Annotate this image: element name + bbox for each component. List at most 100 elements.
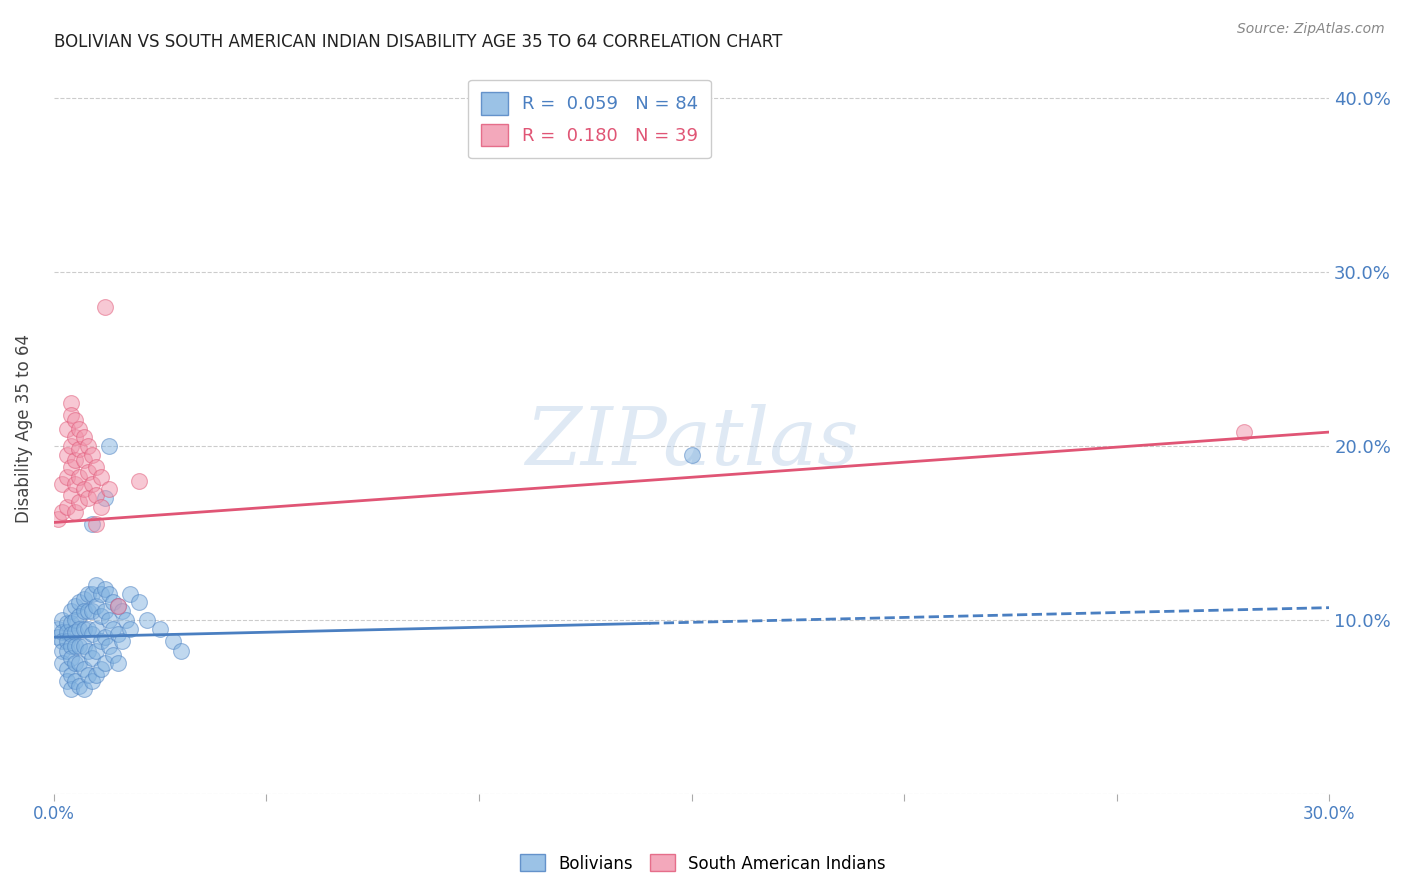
Legend: R =  0.059   N = 84, R =  0.180   N = 39: R = 0.059 N = 84, R = 0.180 N = 39 [468, 80, 711, 158]
Point [76, 604, 98, 618]
Point [67, 657, 90, 671]
Point [94, 657, 117, 671]
Point [86, 644, 108, 658]
Point [55, 616, 77, 631]
Point [98, 613, 121, 627]
Point [67, 679, 90, 693]
Point [82, 651, 104, 665]
Point [120, 587, 142, 601]
Point [59, 626, 82, 640]
Point [51, 613, 73, 627]
Point [149, 622, 172, 636]
Point [46, 622, 69, 636]
Point [103, 622, 125, 636]
Point [67, 622, 90, 636]
Point [170, 644, 193, 658]
Point [67, 639, 90, 653]
Point [59, 682, 82, 697]
Point [63, 657, 86, 671]
Point [82, 626, 104, 640]
Point [107, 599, 129, 613]
Point [55, 673, 77, 688]
Point [90, 587, 112, 601]
Point [59, 459, 82, 474]
Point [59, 639, 82, 653]
Point [63, 613, 86, 627]
Point [59, 604, 82, 618]
Point [98, 439, 121, 453]
Point [59, 395, 82, 409]
Point [82, 448, 104, 462]
Point [55, 633, 77, 648]
Point [51, 505, 73, 519]
Point [76, 465, 98, 479]
Point [94, 491, 117, 505]
Point [90, 661, 112, 675]
Point [63, 477, 86, 491]
Point [82, 587, 104, 601]
Point [90, 470, 112, 484]
Point [107, 599, 129, 613]
Point [59, 651, 82, 665]
Y-axis label: Disability Age 35 to 64: Disability Age 35 to 64 [15, 334, 32, 523]
Point [128, 595, 150, 609]
Point [72, 682, 94, 697]
Point [86, 517, 108, 532]
Point [681, 448, 703, 462]
Point [72, 661, 94, 675]
Point [128, 474, 150, 488]
Point [162, 633, 184, 648]
Point [67, 595, 90, 609]
Point [63, 625, 86, 640]
Point [94, 604, 117, 618]
Point [82, 673, 104, 688]
Point [55, 625, 77, 640]
Point [72, 604, 94, 618]
Point [90, 633, 112, 648]
Point [63, 453, 86, 467]
Point [51, 477, 73, 491]
Point [111, 604, 134, 618]
Point [59, 408, 82, 422]
Point [82, 604, 104, 618]
Point [82, 477, 104, 491]
Point [55, 661, 77, 675]
Point [55, 448, 77, 462]
Point [51, 644, 73, 658]
Text: Source: ZipAtlas.com: Source: ZipAtlas.com [1237, 22, 1385, 37]
Point [72, 622, 94, 636]
Point [72, 430, 94, 444]
Point [86, 578, 108, 592]
Point [98, 639, 121, 653]
Point [63, 599, 86, 613]
Point [94, 300, 117, 314]
Point [63, 673, 86, 688]
Point [67, 609, 90, 624]
Point [67, 442, 90, 457]
Point [46, 512, 69, 526]
Point [46, 630, 69, 644]
Point [63, 639, 86, 653]
Point [55, 470, 77, 484]
Text: ZIPatlas: ZIPatlas [524, 404, 858, 482]
Point [111, 633, 134, 648]
Point [86, 599, 108, 613]
Point [72, 453, 94, 467]
Point [67, 470, 90, 484]
Point [72, 483, 94, 497]
Point [72, 591, 94, 606]
Point [55, 644, 77, 658]
Point [63, 413, 86, 427]
Point [136, 613, 159, 627]
Point [98, 483, 121, 497]
Point [76, 622, 98, 636]
Legend: Bolivians, South American Indians: Bolivians, South American Indians [513, 847, 893, 880]
Point [86, 459, 108, 474]
Point [94, 582, 117, 596]
Point [55, 421, 77, 435]
Point [103, 595, 125, 609]
Point [76, 668, 98, 682]
Point [63, 430, 86, 444]
Point [90, 500, 112, 514]
Point [98, 587, 121, 601]
